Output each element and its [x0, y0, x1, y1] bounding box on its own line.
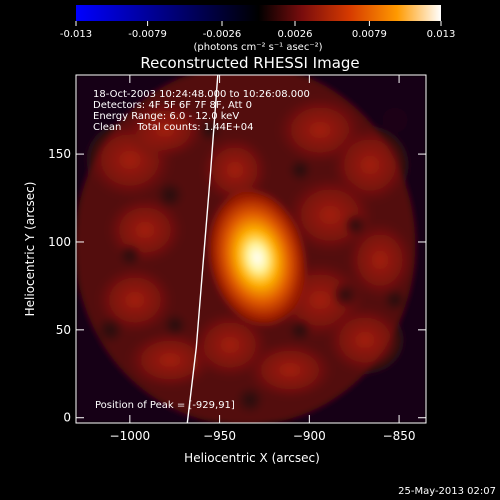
- y-tick-label: 50: [56, 323, 71, 337]
- x-tick-label: −1000: [110, 429, 151, 443]
- colorbar-tick-label: 0.013: [427, 29, 456, 40]
- y-tick-label: 150: [48, 147, 71, 161]
- colorbar-tick-label: -0.013: [60, 29, 92, 40]
- footer-date: 25-May-2013 02:07: [398, 486, 496, 497]
- y-axis-ticks: 0 50 100 150: [48, 147, 426, 425]
- counts-annotation: Clean Total counts: 1.44E+04: [93, 122, 253, 133]
- detectors-annotation: Detectors: 4F 5F 6F 7F 8F, Att 0: [93, 100, 252, 111]
- y-axis-label: Heliocentric Y (arcsec): [23, 182, 37, 317]
- x-tick-label: −950: [203, 429, 236, 443]
- x-axis-label: Heliocentric X (arcsec): [184, 451, 320, 465]
- heatmap-image: [76, 75, 426, 423]
- x-tick-label: −900: [293, 429, 326, 443]
- colorbar-tick-label: -0.0079: [128, 29, 167, 40]
- x-tick-label: −850: [383, 429, 416, 443]
- peak-position-annotation: Position of Peak = [-929,91]: [95, 400, 235, 411]
- y-tick-label: 100: [48, 235, 71, 249]
- time-range-annotation: 18-Oct-2003 10:24:48.000 to 10:26:08.000: [93, 89, 310, 100]
- colorbar: -0.013 -0.0079 -0.0026 0.0026 0.0079 0.013 (p…: [60, 5, 455, 53]
- colorbar-gradient: [76, 5, 441, 21]
- colorbar-tick-label: -0.0026: [203, 29, 242, 40]
- plot-frame: [75, 74, 427, 424]
- colorbar-ticks: -0.013 -0.0079 -0.0026 0.0026 0.0079 0.013: [60, 21, 455, 40]
- chart-title: Reconstructed RHESSI Image: [140, 54, 359, 72]
- colorbar-units-label: (photons cm⁻² s⁻¹ asec⁻²): [193, 42, 322, 53]
- colorbar-tick-label: 0.0026: [278, 29, 313, 40]
- plot-area: −1000 −950 −900 −850 0 50 100 150: [48, 74, 427, 443]
- y-tick-label: 0: [63, 411, 71, 425]
- solar-limb-curve: [186, 75, 219, 423]
- flare-core: [206, 186, 309, 329]
- colorbar-tick-label: 0.0079: [352, 29, 387, 40]
- x-axis-ticks: −1000 −950 −900 −850: [110, 75, 416, 443]
- energy-range-annotation: Energy Range: 6.0 - 12.0 keV: [93, 111, 239, 122]
